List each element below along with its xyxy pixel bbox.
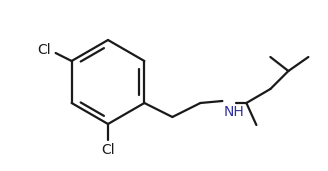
Text: Cl: Cl	[37, 43, 51, 57]
Text: Cl: Cl	[101, 143, 115, 157]
Text: NH: NH	[223, 105, 244, 119]
